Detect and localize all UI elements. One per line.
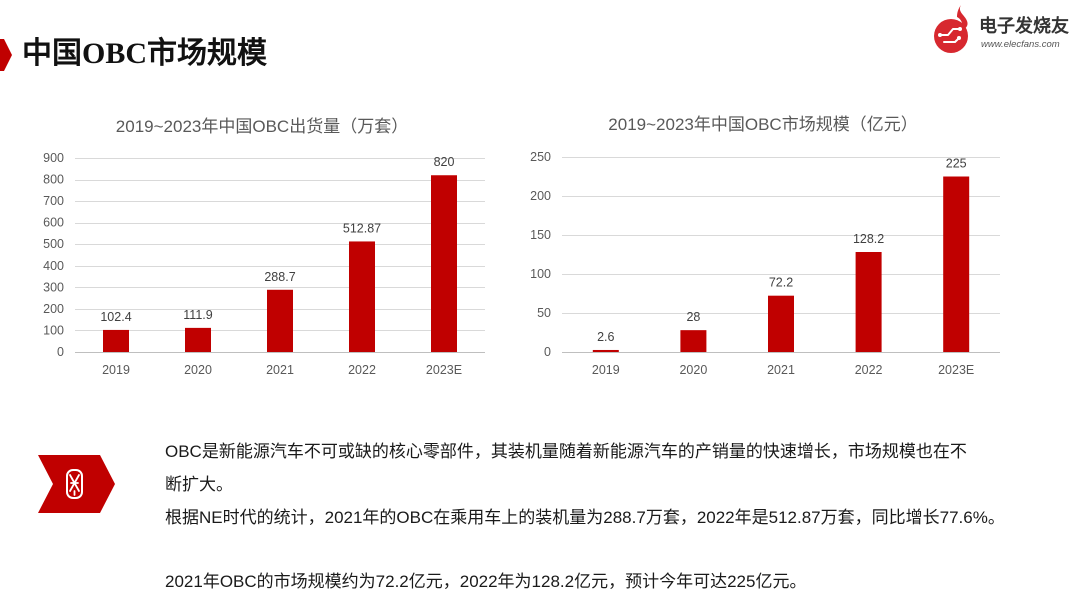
- data-label-2020: 28: [686, 310, 700, 324]
- paragraph-3: 2021年OBC的市场规模约为72.2亿元，2022年为128.2亿元，预计今年…: [165, 572, 807, 591]
- x-tick-label-2023E: 2023E: [938, 363, 974, 377]
- y-tick-label: 200: [43, 302, 64, 316]
- logo-website: www.elecfans.com: [981, 39, 1060, 50]
- emblem-icon: [38, 455, 115, 513]
- y-tick-label: 800: [43, 173, 64, 187]
- data-label-2023E: 820: [434, 155, 455, 169]
- data-label-2022: 512.87: [343, 221, 381, 235]
- data-label-2019: 102.4: [100, 310, 131, 324]
- data-label-2023E: 225: [946, 157, 967, 171]
- y-tick-label: 250: [530, 150, 551, 164]
- bar-2021: [267, 289, 293, 352]
- gridlines: [75, 158, 485, 353]
- market-size-bar-chart: 0 50 100 150 200 250 2.6 2019 28 2020 72.2 2021 128.…: [530, 150, 1000, 377]
- x-tick-label-2019: 2019: [102, 363, 130, 377]
- bar-2020: [680, 330, 707, 352]
- bar-2022: [855, 252, 882, 352]
- x-tick-label-2023E: 2023E: [426, 363, 462, 377]
- bar-2023E: [431, 175, 457, 352]
- x-tick-label-2022: 2022: [348, 363, 376, 377]
- data-label-2019: 2.6: [597, 330, 614, 344]
- paragraph-2: 根据NE时代的统计，2021年的OBC在乘用车上的装机量为288.7万套，202…: [165, 508, 1005, 527]
- elecfans-logo: 电子发烧友 www.elecfans.com: [930, 3, 1076, 55]
- paragraph-1-line-2: 断扩大。: [165, 475, 233, 494]
- title-chevron-icon: [0, 39, 12, 71]
- y-tick-label: 500: [43, 237, 64, 251]
- paragraph-1-line-1: OBC是新能源汽车不可或缺的核心零部件，其装机量随着新能源汽车的产销量的快速增长…: [165, 442, 967, 461]
- bar-2020: [185, 327, 211, 352]
- y-tick-label: 600: [43, 216, 64, 230]
- data-label-2021: 72.2: [769, 276, 793, 290]
- y-tick-label: 700: [43, 194, 64, 208]
- shipment-bar-chart: 0 100 200 300 400 500 600 700 800 900 102.4 2019 111…: [43, 151, 485, 377]
- x-tick-label-2021: 2021: [767, 363, 795, 377]
- logo-brand-name: 电子发烧友: [979, 16, 1069, 36]
- y-tick-label: 150: [530, 228, 551, 242]
- chart-1-title: 2019~2023年中国OBC出货量（万套）: [115, 117, 409, 136]
- y-tick-label: 200: [530, 189, 551, 203]
- slide-title: 中国OBC市场规模: [22, 37, 268, 70]
- bar-2019: [103, 329, 129, 352]
- elecfans-flame-circuit-icon: [934, 5, 968, 53]
- data-label-2020: 111.9: [183, 308, 212, 322]
- y-tick-label: 900: [43, 151, 64, 165]
- bar-2023E: [943, 176, 970, 352]
- y-tick-label: 400: [43, 259, 64, 273]
- data-label-2021: 288.7: [264, 270, 295, 284]
- bar-2021: [768, 295, 794, 352]
- y-tick-label: 100: [530, 267, 551, 281]
- bar-2022: [349, 241, 375, 352]
- x-tick-label-2021: 2021: [266, 363, 294, 377]
- x-tick-label-2020: 2020: [184, 363, 212, 377]
- y-tick-label: 50: [537, 306, 551, 320]
- chart-2-title: 2019~2023年中国OBC市场规模（亿元）: [608, 115, 918, 134]
- data-label-2022: 128.2: [853, 232, 884, 246]
- x-tick-label-2019: 2019: [592, 363, 620, 377]
- y-tick-label: 100: [43, 323, 64, 337]
- y-tick-label: 0: [57, 345, 64, 359]
- x-tick-label-2020: 2020: [679, 363, 707, 377]
- x-tick-label-2022: 2022: [855, 363, 883, 377]
- y-tick-label: 0: [544, 345, 551, 359]
- bar-2019: [592, 349, 619, 352]
- y-tick-label: 300: [43, 280, 64, 294]
